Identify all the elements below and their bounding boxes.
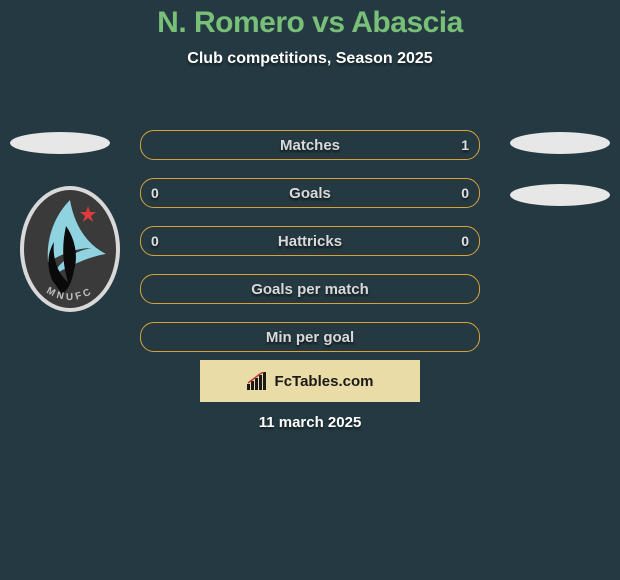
page-subtitle: Club competitions, Season 2025: [0, 50, 620, 68]
stat-row-goals-per-match: Goals per match: [140, 274, 480, 304]
attribution-badge[interactable]: FcTables.com: [200, 360, 420, 402]
stat-left-value: 0: [151, 179, 159, 207]
stat-row-hattricks: 0 Hattricks 0: [140, 226, 480, 256]
update-date: 11 march 2025: [0, 414, 620, 431]
stat-label: Goals: [289, 185, 331, 202]
page-title: N. Romero vs Abascia: [0, 6, 620, 40]
attribution-text: FcTables.com: [275, 373, 374, 390]
comparison-card: N. Romero vs Abascia Club competitions, …: [0, 6, 620, 580]
stat-right-value: 0: [461, 227, 469, 255]
stat-right-value: 0: [461, 179, 469, 207]
team-right-mark-placeholder-1: [510, 132, 610, 154]
stat-row-min-per-goal: Min per goal: [140, 322, 480, 352]
stat-label: Matches: [280, 137, 340, 154]
stat-label: Min per goal: [266, 329, 354, 346]
stat-rows: Matches 1 0 Goals 0 0 Hattricks 0 Goals per matc…: [140, 130, 480, 370]
team-left-crest: MNUFC: [18, 184, 122, 314]
stat-row-goals: 0 Goals 0: [140, 178, 480, 208]
stat-left-value: 0: [151, 227, 159, 255]
team-right-mark-placeholder-2: [510, 184, 610, 206]
stat-label: Goals per match: [251, 281, 369, 298]
bar-chart-icon: [247, 372, 269, 390]
stat-label: Hattricks: [278, 233, 342, 250]
stat-right-value: 1: [461, 131, 469, 159]
team-left-mark-placeholder: [10, 132, 110, 154]
stat-row-matches: Matches 1: [140, 130, 480, 160]
